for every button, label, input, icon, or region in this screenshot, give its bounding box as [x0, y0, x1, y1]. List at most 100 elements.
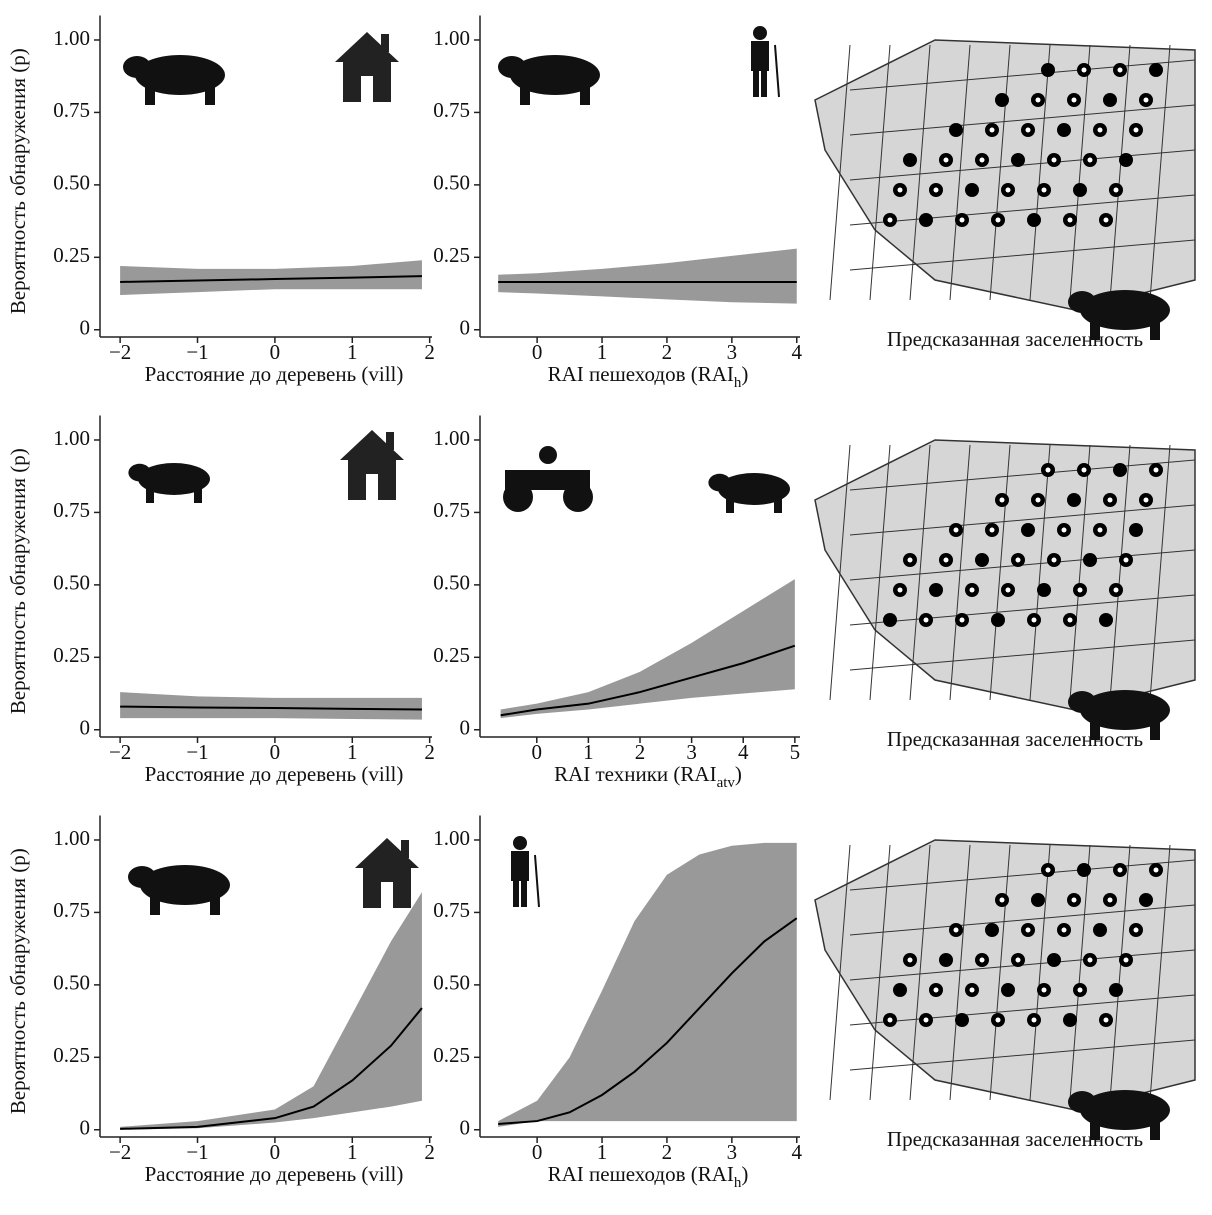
maps: Предсказанная заселенность Предсказанная …	[814, 39, 1196, 1151]
map-site	[955, 1013, 969, 1027]
y-tick-label: 0	[80, 716, 91, 740]
mean-line	[120, 275, 422, 283]
x-tick-label: −1	[186, 1140, 208, 1164]
map-site	[1021, 523, 1035, 537]
map-site-hole	[1045, 867, 1051, 873]
map-site-hole	[1071, 97, 1077, 103]
x-tick-label: −2	[109, 1140, 131, 1164]
map-border	[909, 844, 931, 1101]
map-site	[1037, 583, 1051, 597]
map-site	[1093, 923, 1107, 937]
map-site	[1077, 863, 1091, 877]
mean-line	[500, 644, 796, 717]
map-site-hole	[923, 617, 929, 623]
map-site	[949, 123, 963, 137]
map-site	[1113, 463, 1127, 477]
map-site-hole	[1087, 157, 1093, 163]
map-site-hole	[1035, 497, 1041, 503]
map-site-hole	[959, 617, 965, 623]
x-tick-label: 1	[347, 740, 358, 764]
map-site-hole	[1153, 867, 1159, 873]
map-site	[903, 153, 917, 167]
map-site-hole	[933, 187, 939, 193]
y-tick-label: 0	[460, 316, 471, 340]
map-site-hole	[907, 957, 913, 963]
map-site	[991, 613, 1005, 627]
map-site	[929, 583, 943, 597]
map-site-hole	[1005, 587, 1011, 593]
map-border	[849, 194, 1196, 226]
cougar-icon	[708, 473, 790, 513]
map-site-hole	[1097, 127, 1103, 133]
x-tick-label: 1	[583, 740, 594, 764]
map-site-hole	[979, 957, 985, 963]
x-axis-label-part: )	[741, 1162, 748, 1186]
map-caption: Предсказанная заселенность	[887, 1127, 1143, 1151]
map-site-hole	[1081, 67, 1087, 73]
map-site	[939, 953, 953, 967]
map-site-hole	[1025, 927, 1031, 933]
map-site-hole	[1041, 187, 1047, 193]
map-site-hole	[1117, 67, 1123, 73]
map-site-hole	[989, 127, 995, 133]
map-site-hole	[897, 587, 903, 593]
map-site-hole	[933, 987, 939, 993]
y-tick-label: 0	[80, 1116, 91, 1140]
line-chart: 0 0.25 0.50 0.75 1.00 −2 −1 0 1 2 Расстояние до де…	[6, 815, 435, 1186]
map-site-hole	[1123, 557, 1129, 563]
map-site-hole	[1051, 557, 1057, 563]
map-site-hole	[1133, 927, 1139, 933]
map-site-hole	[999, 497, 1005, 503]
map-site	[1057, 123, 1071, 137]
map-site-hole	[953, 927, 959, 933]
y-tick-label: 0.75	[53, 898, 90, 922]
x-tick-label: 1	[597, 1140, 608, 1164]
map-border	[869, 844, 891, 1101]
line-chart: 0 0.25 0.50 0.75 1.00 −2 −1 0 1 2 Расстояние до де…	[6, 15, 435, 386]
map-border	[849, 859, 1196, 891]
map-border	[869, 44, 891, 301]
map-site-hole	[1107, 497, 1113, 503]
x-axis-label: RAI пешеходов (RAIh)	[548, 362, 749, 392]
x-tick-label: 2	[424, 1140, 435, 1164]
y-tick-label: 0.25	[53, 243, 90, 267]
x-tick-label: 1	[347, 1140, 358, 1164]
map-site	[1063, 1013, 1077, 1027]
x-axis-label: RAI пешеходов (RAIh)	[548, 1162, 749, 1192]
map-site-hole	[1045, 467, 1051, 473]
map-site-hole	[969, 587, 975, 593]
map-site-hole	[1071, 897, 1077, 903]
map-site-hole	[1005, 187, 1011, 193]
y-tick-label: 0	[460, 1116, 471, 1140]
y-tick-label: 0.25	[53, 1043, 90, 1067]
y-tick-label: 1.00	[433, 826, 470, 850]
x-tick-label: 2	[662, 340, 673, 364]
y-tick-label: 0.75	[433, 498, 470, 522]
map-site-hole	[1015, 957, 1021, 963]
map-site-hole	[969, 987, 975, 993]
map-border	[829, 44, 851, 301]
map-border	[949, 444, 971, 701]
map-border	[1109, 44, 1131, 301]
map-site	[1103, 93, 1117, 107]
map-site	[985, 923, 999, 937]
map-site	[1047, 953, 1061, 967]
line-chart: 0 0.25 0.50 0.75 1.00 0 1 2 3 4 RAI пешеходов (RAI…	[433, 15, 803, 392]
map-site-hole	[1123, 957, 1129, 963]
x-tick-label: 3	[727, 1140, 738, 1164]
mean-line	[120, 705, 422, 711]
map-border	[849, 459, 1196, 491]
y-axis-label: Вероятность обнаружения (p)	[6, 848, 30, 1114]
map-border	[1069, 844, 1091, 1101]
map-site-hole	[1031, 1017, 1037, 1023]
map-site-hole	[953, 527, 959, 533]
map-border	[1029, 44, 1051, 301]
hiker-icon	[750, 25, 780, 98]
map-site	[975, 553, 989, 567]
map-border	[849, 1039, 1196, 1071]
map-site-hole	[1061, 527, 1067, 533]
x-axis-label-part: Расстояние до деревень (vill)	[145, 762, 404, 786]
map-site-hole	[959, 217, 965, 223]
map-site	[893, 983, 907, 997]
map-site-hole	[1077, 987, 1083, 993]
